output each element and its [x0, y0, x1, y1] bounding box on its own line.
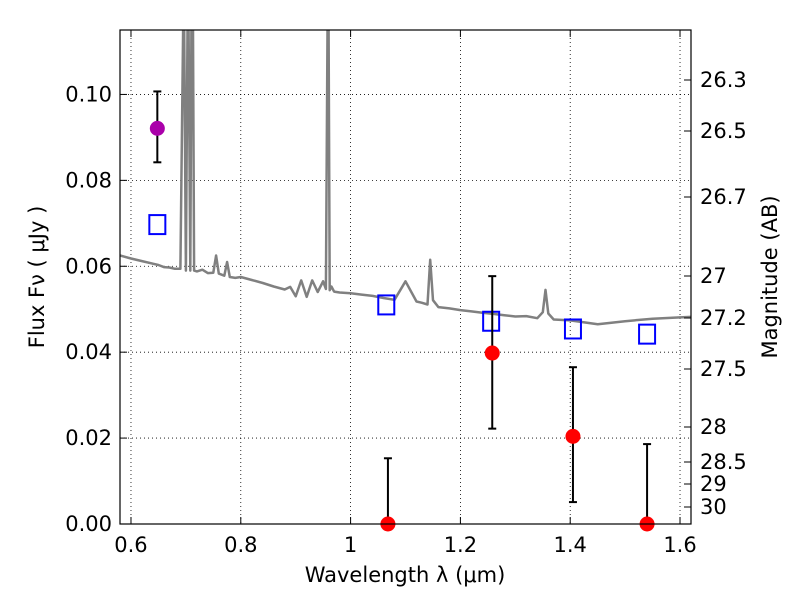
y-tick-label-3: 0.06	[65, 254, 112, 278]
y-tick-label-0: 0.00	[65, 512, 112, 536]
model-point-square-4	[638, 323, 657, 345]
mag-tick-label-5: 27.5	[700, 357, 747, 381]
mag-tick-label-0: 26.3	[700, 68, 747, 92]
mag-tick-label-3: 27	[700, 264, 727, 288]
mag-tick-label-9: 30	[700, 495, 727, 519]
marker-layer	[148, 90, 657, 532]
model-point-square-1	[377, 294, 396, 316]
y-tick-label-1: 0.02	[65, 426, 112, 450]
spectrum-line	[120, 30, 691, 326]
grid-layer	[120, 30, 691, 525]
axis-layer	[119, 29, 692, 525]
model-point-square-2	[482, 310, 501, 332]
y-tick-label-2: 0.04	[65, 340, 112, 364]
y-axis-label: Flux Fν ( μJy )	[25, 206, 49, 349]
plot-frame	[119, 29, 692, 525]
mag-tick-label-1: 26.5	[700, 119, 747, 143]
y-tick-label-5: 0.10	[65, 82, 112, 106]
model-point-square-0	[148, 214, 167, 236]
x-axis-label: Wavelength λ (μm)	[305, 563, 506, 587]
label-layer: 0.6 0.8 1 1.2 1.4 1.6 0.00 0.02 0.04 0.06 0.08 0.10…	[25, 68, 782, 587]
mag-tick-label-6: 28	[700, 415, 727, 439]
x-tick-label-5: 1.6	[663, 533, 696, 557]
x-tick-label-3: 1.2	[444, 533, 477, 557]
y-tick-label-4: 0.08	[65, 168, 112, 192]
mag-tick-label-2: 26.7	[700, 185, 747, 209]
model-point-square-3	[563, 318, 582, 340]
observed-point-2-2	[565, 428, 581, 444]
x-tick-label-0: 0.6	[114, 533, 147, 557]
mag-tick-label-7: 28.5	[700, 450, 747, 474]
x-tick-label-4: 1.4	[554, 533, 587, 557]
observed-point-2-1	[484, 345, 500, 361]
x-tick-label-1: 0.8	[224, 533, 257, 557]
right-axis-label: Magnitude (AB)	[758, 195, 782, 358]
spectrum-layer	[120, 30, 691, 326]
x-tick-label-2: 1	[344, 533, 357, 557]
observed-point-3-0	[149, 120, 165, 136]
mag-tick-label-8: 29	[700, 472, 727, 496]
mag-tick-label-4: 27.2	[700, 306, 747, 330]
